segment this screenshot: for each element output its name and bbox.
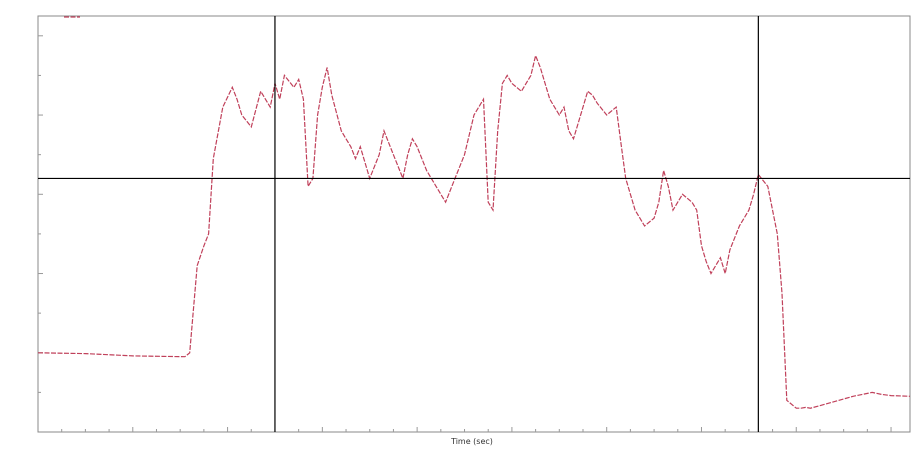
series-line bbox=[37, 53, 911, 409]
x-axis-title: Time (sec) bbox=[450, 437, 493, 446]
plot-frame bbox=[37, 15, 911, 433]
cursor-lines bbox=[38, 16, 910, 432]
